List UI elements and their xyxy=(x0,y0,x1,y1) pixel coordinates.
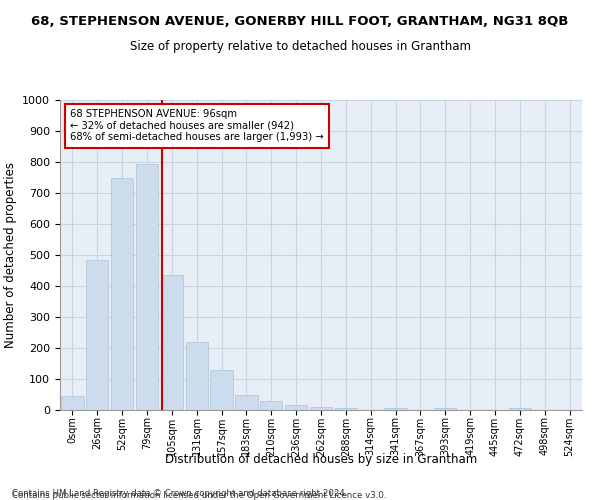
Bar xyxy=(335,408,357,410)
Bar xyxy=(86,260,109,410)
Y-axis label: Number of detached properties: Number of detached properties xyxy=(4,162,17,348)
Text: Size of property relative to detached houses in Grantham: Size of property relative to detached ho… xyxy=(130,40,470,53)
Bar xyxy=(509,408,531,410)
Bar xyxy=(310,407,332,410)
Bar xyxy=(111,178,133,410)
Bar xyxy=(385,408,407,410)
Text: Contains public sector information licensed under the Open Government Licence v3: Contains public sector information licen… xyxy=(12,491,386,500)
Text: 68, STEPHENSON AVENUE, GONERBY HILL FOOT, GRANTHAM, NG31 8QB: 68, STEPHENSON AVENUE, GONERBY HILL FOOT… xyxy=(31,15,569,28)
Bar xyxy=(235,394,257,410)
Bar xyxy=(285,406,307,410)
Bar xyxy=(185,342,208,410)
Bar xyxy=(434,408,457,410)
Bar xyxy=(161,275,183,410)
Bar xyxy=(211,370,233,410)
Bar xyxy=(136,164,158,410)
Text: Distribution of detached houses by size in Grantham: Distribution of detached houses by size … xyxy=(165,452,477,466)
Text: Contains HM Land Registry data © Crown copyright and database right 2024.: Contains HM Land Registry data © Crown c… xyxy=(12,488,347,498)
Bar xyxy=(260,402,283,410)
Text: 68 STEPHENSON AVENUE: 96sqm
← 32% of detached houses are smaller (942)
68% of se: 68 STEPHENSON AVENUE: 96sqm ← 32% of det… xyxy=(70,110,324,142)
Bar xyxy=(61,396,83,410)
